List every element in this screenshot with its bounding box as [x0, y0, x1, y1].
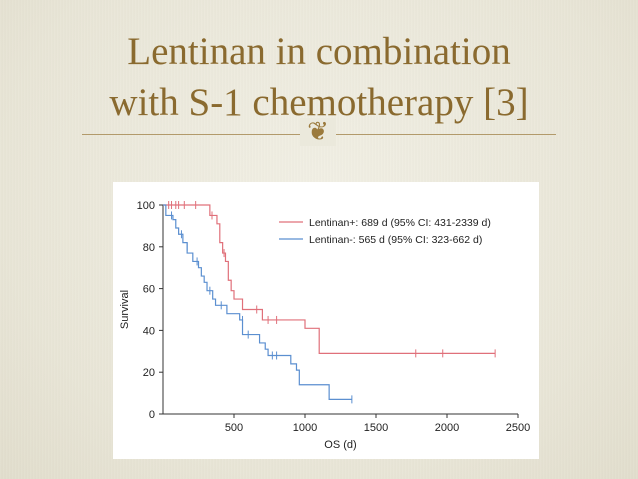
- legend-label-series-1: Lentinan+: 689 d (95% CI: 431-2339 d): [309, 217, 491, 229]
- slide-title: Lentinan in combination with S-1 chemoth…: [0, 26, 638, 128]
- slide-title-line-2: with S-1 chemotherapy [3]: [109, 81, 529, 124]
- survival-curve-series-2: [163, 204, 352, 400]
- slide-title-line-1: Lentinan in combination: [127, 30, 511, 73]
- y-tick-label: 60: [143, 284, 155, 296]
- x-tick-label: 1500: [364, 422, 388, 434]
- x-tick-label: 2000: [435, 422, 459, 434]
- survival-chart-svg: 0 20 40 60 80 100 500 1000 1500 2000 2500 OS (d) Sur…: [119, 200, 530, 451]
- y-tick-label: 0: [149, 409, 155, 421]
- y-axis-title: Survival: [119, 290, 131, 329]
- y-tick-label: 100: [137, 200, 155, 212]
- y-tick-label: 20: [143, 367, 155, 379]
- x-tick-label: 2500: [506, 422, 530, 434]
- x-tick-label: 500: [225, 422, 243, 434]
- y-tick-label: 80: [143, 242, 155, 254]
- survival-curve-series-1: [163, 204, 496, 354]
- fleuron-icon: ❦: [300, 118, 336, 146]
- survival-chart: 0 20 40 60 80 100 500 1000 1500 2000 2500 OS (d) Sur…: [113, 182, 539, 459]
- y-tick-label: 40: [143, 325, 155, 337]
- legend-label-series-2: Lentinan-: 565 d (95% CI: 323-662 d): [309, 234, 482, 246]
- x-tick-label: 1000: [293, 422, 317, 434]
- x-axis-title: OS (d): [324, 439, 356, 451]
